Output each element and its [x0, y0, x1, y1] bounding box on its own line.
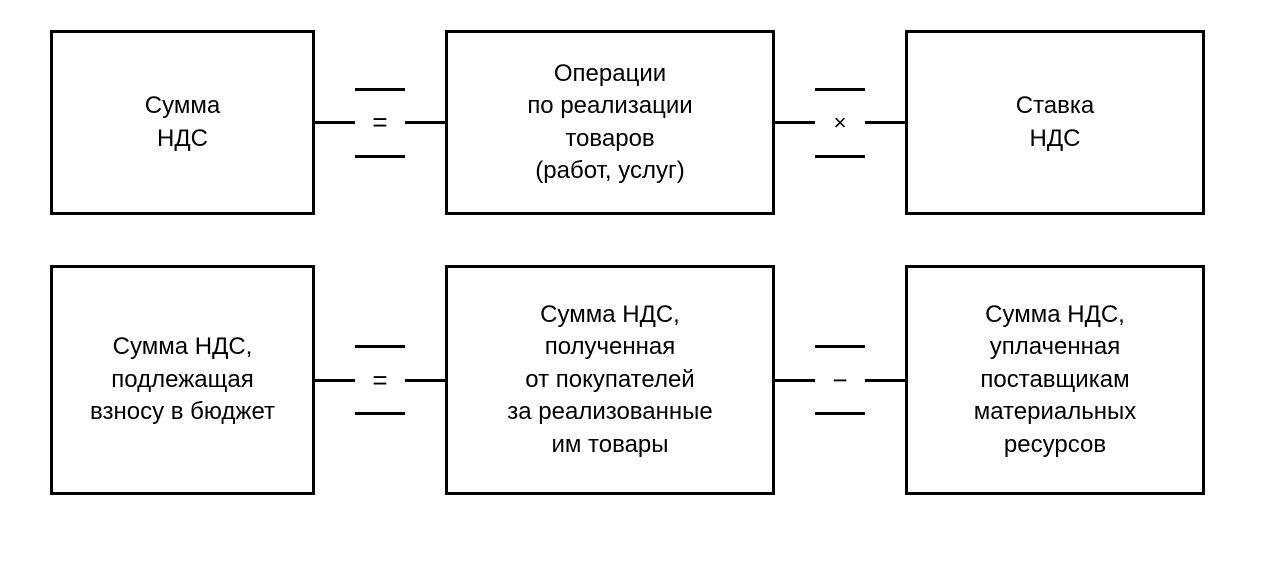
formula-2-operator-1: =	[355, 345, 405, 415]
formula-2-box-3: Сумма НДС,уплаченнаяпоставщикамматериаль…	[905, 265, 1205, 495]
formula-2-box-2-label: Сумма НДС,полученнаяот покупателейза реа…	[507, 299, 713, 461]
formula-1-box-2: Операциипо реализациитоваров(работ, услу…	[445, 30, 775, 215]
formula-1-operator-2: ×	[815, 88, 865, 158]
connector-line	[315, 121, 355, 124]
formula-1-operator-2-symbol: ×	[834, 110, 847, 136]
formula-1-box-3: СтавкаНДС	[905, 30, 1205, 215]
formula-2-box-2: Сумма НДС,полученнаяот покупателейза реа…	[445, 265, 775, 495]
connector-line	[405, 379, 445, 382]
formula-1-operator-1-symbol: =	[372, 107, 387, 138]
formula-2-operator-1-symbol: =	[372, 365, 387, 396]
connector-line	[775, 379, 815, 382]
connector-line	[405, 121, 445, 124]
formula-2-operator-2-symbol: −	[832, 365, 847, 396]
connector-line	[865, 379, 905, 382]
connector-line	[775, 121, 815, 124]
formula-1-box-1: СуммаНДС	[50, 30, 315, 215]
formula-1-operator-1: =	[355, 88, 405, 158]
formula-row-2: Сумма НДС,подлежащаявзносу в бюджет = Сумм…	[50, 265, 1231, 495]
formula-1-box-1-label: СуммаНДС	[145, 90, 220, 155]
connector-line	[865, 121, 905, 124]
formula-2-box-1-label: Сумма НДС,подлежащаявзносу в бюджет	[90, 331, 275, 428]
formula-2-box-3-label: Сумма НДС,уплаченнаяпоставщикамматериаль…	[974, 299, 1137, 461]
formula-1-box-2-label: Операциипо реализациитоваров(работ, услу…	[527, 58, 692, 188]
formula-2-box-1: Сумма НДС,подлежащаявзносу в бюджет	[50, 265, 315, 495]
formula-row-1: СуммаНДС = Операциипо реализациитоваров(ра…	[50, 30, 1231, 215]
connector-line	[315, 379, 355, 382]
formula-1-box-3-label: СтавкаНДС	[1016, 90, 1095, 155]
formula-2-operator-2: −	[815, 345, 865, 415]
formula-diagram: СуммаНДС = Операциипо реализациитоваров(ра…	[50, 30, 1231, 495]
